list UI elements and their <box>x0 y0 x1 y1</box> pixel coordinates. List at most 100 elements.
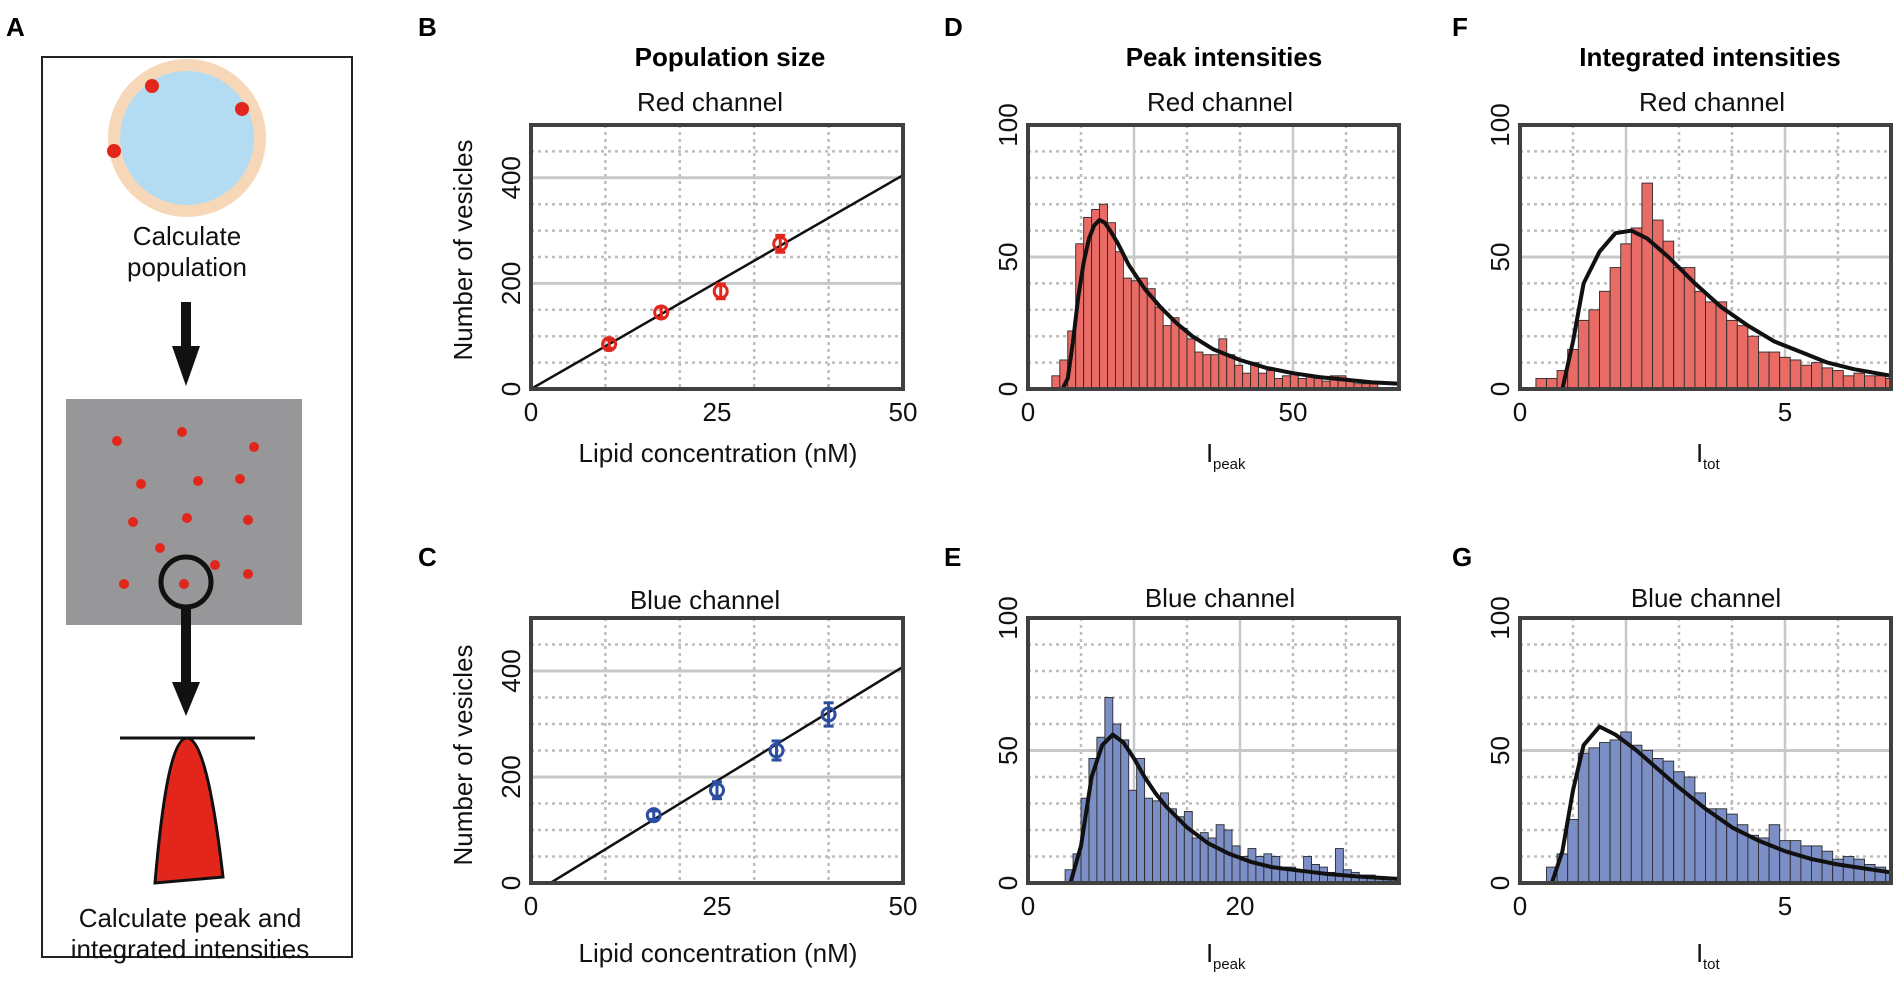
chart-f-bar <box>1853 372 1865 389</box>
arrow-down-icon <box>172 346 200 386</box>
chart-b-fit-group <box>531 174 903 389</box>
chart-g-fit-curve <box>1549 724 1891 883</box>
chart-d-bar <box>1130 280 1140 389</box>
chart-d-title: Red channel <box>1147 87 1293 117</box>
chart-g-bars <box>1546 724 1891 883</box>
selection-circle <box>158 554 214 610</box>
chart-g-bar <box>1842 856 1855 883</box>
chart-c-fit-group <box>549 665 903 883</box>
chart-b-ylabel: Number of vesicles <box>448 139 478 360</box>
chart-g-bar <box>1811 845 1823 883</box>
spot <box>243 515 253 525</box>
chart-e-bar <box>1334 848 1344 883</box>
chart-panel-e: Blue channel I peak 0 20 0 50 100 <box>993 583 1401 973</box>
chart-f-bar <box>1705 301 1717 389</box>
chart-d-bar <box>1107 222 1116 389</box>
column-title-peak: Peak intensities <box>1126 42 1323 72</box>
chart-g-bar <box>1768 824 1781 883</box>
chart-e-xlabel-sub: peak <box>1213 956 1246 973</box>
spot <box>210 560 220 570</box>
chart-e-bar <box>1167 808 1177 883</box>
step2-line2: integrated intensities <box>71 934 309 964</box>
panel-label-b: B <box>418 12 437 42</box>
chart-f-ytick-label: 0 <box>1485 382 1515 396</box>
chart-g-bar <box>1821 850 1834 883</box>
chart-e-bar <box>1144 797 1153 883</box>
spot <box>177 427 187 437</box>
chart-f-bar <box>1758 351 1770 389</box>
chart-d-xtick-label: 0 <box>1021 397 1035 427</box>
chart-g-bar <box>1588 747 1600 883</box>
chart-f-xlabel: I <box>1696 438 1703 468</box>
chart-f-bar <box>1715 301 1728 389</box>
chart-d-bar <box>1210 354 1220 389</box>
spot <box>235 474 245 484</box>
panel-label-e: E <box>944 542 961 572</box>
chart-c-ylabel: Number of vesicles <box>448 644 478 865</box>
chart-e-bar <box>1120 739 1130 883</box>
chart-g-ytick-label: 50 <box>1485 736 1515 765</box>
dye-dot <box>235 102 249 116</box>
chart-d-xlabel-sub: peak <box>1213 456 1246 473</box>
dye-dot <box>145 79 159 93</box>
chart-g-xtick-label: 5 <box>1778 891 1792 921</box>
chart-g-bar <box>1853 858 1865 883</box>
panel-label-c: C <box>418 542 437 572</box>
chart-e-xtick-label: 0 <box>1021 891 1035 921</box>
chart-f-bar <box>1599 290 1611 389</box>
chart-f-bar <box>1789 359 1802 389</box>
chart-d-bar <box>1194 351 1204 389</box>
chart-c-point <box>768 742 785 759</box>
chart-panel-c: Blue channel Lipid concentration (nM) Nu… <box>448 585 917 968</box>
chart-g-bar <box>1747 834 1759 883</box>
chart-e-bar <box>1175 816 1185 883</box>
chart-b-point <box>772 235 789 252</box>
chart-c-xtick-label: 25 <box>703 891 732 921</box>
chart-f-ytick-label: 50 <box>1485 243 1515 272</box>
chart-g-xtick-label: 0 <box>1513 891 1527 921</box>
chart-d-bar <box>1266 370 1275 389</box>
chart-b-axes-frame <box>529 123 905 391</box>
chart-c-point <box>709 782 725 799</box>
chart-c-ytick-label: 0 <box>496 876 526 890</box>
chart-f-bar <box>1821 367 1834 389</box>
chart-g-bar <box>1652 758 1664 883</box>
spot <box>243 569 253 579</box>
chart-g-title: Blue channel <box>1631 583 1781 613</box>
intensity-peak-icon <box>153 736 225 885</box>
chart-b-xlabel: Lipid concentration (nM) <box>579 438 858 468</box>
chart-f-bar <box>1726 319 1738 389</box>
chart-g-ytick-label: 0 <box>1485 876 1515 890</box>
chart-f-xtick-label: 5 <box>1778 397 1792 427</box>
column-title-population: Population size <box>635 42 826 72</box>
spot <box>112 436 122 446</box>
chart-f-bar <box>1683 267 1696 389</box>
chart-d-bar <box>1091 209 1100 389</box>
chart-e-bar <box>1112 723 1122 883</box>
chart-d-bar <box>1138 277 1148 389</box>
step2-line1: Calculate peak and <box>79 903 302 933</box>
chart-e-axes-frame <box>1026 616 1401 885</box>
chart-e-bar <box>1128 789 1138 883</box>
chart-c-xtick-label: 0 <box>524 891 538 921</box>
arrow-down-icon <box>172 682 200 716</box>
chart-g-bar <box>1567 818 1579 883</box>
chart-g-bar <box>1705 808 1717 883</box>
chart-f-bar <box>1736 325 1749 389</box>
chart-g-bar <box>1779 840 1791 883</box>
spot <box>182 513 192 523</box>
chart-g-axes-frame <box>1518 616 1893 885</box>
chart-f-bar <box>1609 267 1622 389</box>
chart-d-bar <box>1162 325 1172 389</box>
chart-e-bar <box>1255 856 1265 883</box>
chart-b-xtick-label: 0 <box>524 397 538 427</box>
chart-b-ytick-label: 200 <box>496 262 526 305</box>
chart-b-ytick-label: 0 <box>496 382 526 396</box>
chart-c-xlabel: Lipid concentration (nM) <box>579 938 858 968</box>
chart-d-ytick-label: 100 <box>993 103 1023 146</box>
chart-f-bar <box>1800 364 1812 389</box>
chart-e-xtick-label: 20 <box>1226 891 1255 921</box>
chart-e-bars <box>1064 697 1399 883</box>
